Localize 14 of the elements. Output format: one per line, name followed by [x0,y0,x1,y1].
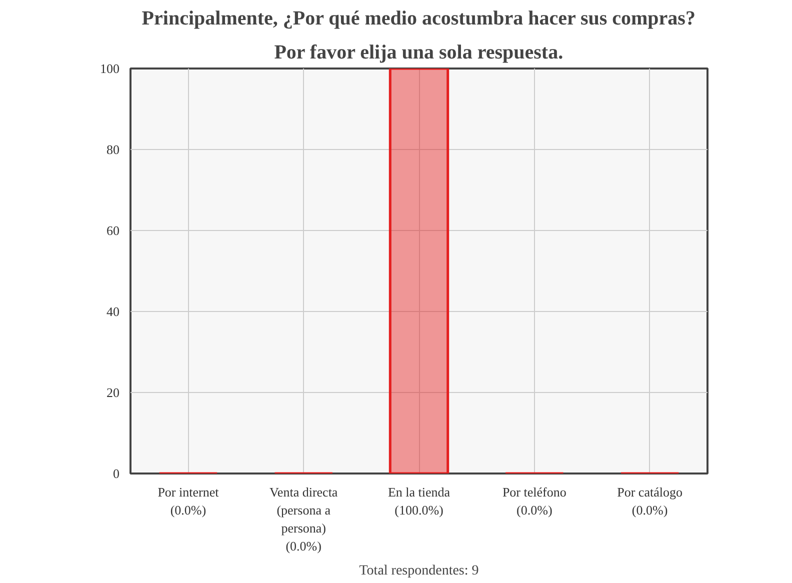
chart-subtitle: Por favor elija una sola respuesta. [274,42,564,64]
y-tick-label: 80 [106,142,120,157]
y-tick-label: 20 [106,385,120,400]
x-tick-label: Por catálogo (0.0%) [617,484,682,518]
y-tick-label: 0 [113,466,120,481]
x-tick-label: En la tienda (100.0%) [388,484,450,518]
x-tick-label: Por internet (0.0%) [158,484,220,518]
chart-title: Principalmente, ¿Por qué medio acostumbra hacer sus compras? [142,8,696,30]
x-tick-label: Venta directa (persona a persona) (0.0%) [269,484,338,554]
y-tick-label: 100 [100,61,120,76]
x-tick-label: Por teléfono (0.0%) [502,484,566,518]
y-tick-label: 40 [106,304,120,319]
y-tick-label: 60 [106,223,120,238]
text: Total respondentes: 9 [359,564,479,578]
